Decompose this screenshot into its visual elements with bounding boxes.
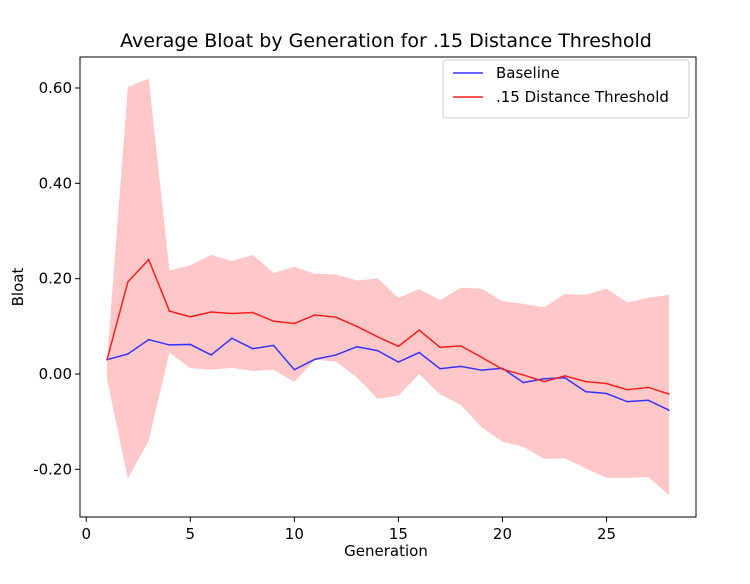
y-tick-label-4: 0.60 xyxy=(39,79,72,97)
data-point-series-1-15 xyxy=(397,345,400,348)
data-point-series-1-24 xyxy=(584,380,587,383)
y-tick-label-1: 0.00 xyxy=(39,365,72,383)
confidence-band-series-1 xyxy=(107,78,669,496)
data-point-series-1-22 xyxy=(543,380,545,383)
series-line-0 xyxy=(106,337,670,411)
data-point-series-0-11 xyxy=(314,358,316,361)
data-point-series-1-2 xyxy=(127,281,129,283)
data-point-series-0-10 xyxy=(293,368,296,371)
x-tick-label-5: 5 xyxy=(186,525,196,543)
data-point-series-0-25 xyxy=(605,392,608,395)
y-tick-label-0: -0.20 xyxy=(33,460,72,478)
data-point-series-0-22 xyxy=(543,377,545,380)
x-tick-label-10: 10 xyxy=(285,525,304,543)
data-point-series-1-14 xyxy=(376,336,379,338)
data-point-series-1-25 xyxy=(605,382,608,385)
data-point-series-1-1 xyxy=(106,358,108,361)
data-point-series-1-23 xyxy=(564,375,566,377)
data-point-series-1-4 xyxy=(168,310,171,312)
data-point-series-0-16 xyxy=(418,351,421,354)
chart-title: Average Bloat by Generation for .15 Dist… xyxy=(120,30,652,52)
legend-label-baseline: Baseline xyxy=(496,64,560,82)
data-point-series-0-14 xyxy=(376,349,379,352)
data-point-series-0-17 xyxy=(439,367,441,370)
data-point-series-1-12 xyxy=(335,316,337,319)
data-point-series-1-17 xyxy=(439,346,441,349)
data-point-series-1-18 xyxy=(460,345,462,347)
data-point-series-0-6 xyxy=(210,354,212,356)
data-point-series-1-9 xyxy=(272,320,275,322)
legend-box xyxy=(442,59,690,119)
plot-frame xyxy=(79,56,697,518)
data-point-series-0-12 xyxy=(335,354,337,356)
data-point-series-1-10 xyxy=(293,322,296,325)
data-point-series-0-9 xyxy=(272,344,275,347)
data-point-series-1-26 xyxy=(626,388,629,391)
legend-label-distance-threshold: .15 Distance Threshold xyxy=(496,88,669,106)
data-point-series-0-23 xyxy=(564,377,566,379)
legend: Baseline .15 Distance Threshold xyxy=(442,59,690,119)
data-point-series-1-13 xyxy=(355,325,358,328)
y-axis-label: Bloat xyxy=(9,268,27,307)
data-point-series-0-5 xyxy=(189,343,192,346)
data-point-series-0-3 xyxy=(147,338,150,341)
data-point-series-0-2 xyxy=(127,353,129,355)
data-point-series-0-24 xyxy=(584,390,587,393)
data-point-series-1-7 xyxy=(231,312,233,315)
data-point-series-1-21 xyxy=(522,374,525,376)
data-point-series-0-4 xyxy=(168,344,171,346)
data-point-series-0-27 xyxy=(647,399,649,402)
data-point-series-1-11 xyxy=(314,314,316,316)
data-point-series-0-18 xyxy=(460,365,462,368)
data-point-series-1-28 xyxy=(668,393,670,395)
data-point-series-0-19 xyxy=(480,369,483,371)
data-point-series-0-8 xyxy=(251,347,254,350)
data-point-series-1-27 xyxy=(647,386,649,389)
data-point-series-1-3 xyxy=(147,258,150,261)
plot-area xyxy=(106,78,670,496)
data-point-series-1-5 xyxy=(189,315,192,318)
data-point-series-0-21 xyxy=(522,381,525,384)
x-axis-label: Generation xyxy=(344,542,428,560)
y-tick-label-3: 0.40 xyxy=(39,174,72,192)
data-point-series-0-13 xyxy=(355,346,358,348)
series-line-1 xyxy=(106,258,670,395)
x-tick-label-20: 20 xyxy=(493,525,512,543)
data-point-series-1-8 xyxy=(251,311,254,314)
x-tick-label-0: 0 xyxy=(81,525,91,543)
data-point-series-1-16 xyxy=(418,329,421,331)
data-point-series-1-20 xyxy=(501,368,504,371)
y-axis: -0.20 0.00 0.20 0.40 0.60 xyxy=(33,79,80,478)
data-point-series-0-15 xyxy=(397,361,400,363)
y-tick-label-2: 0.20 xyxy=(39,270,72,288)
data-point-series-1-6 xyxy=(210,311,212,313)
data-point-series-0-28 xyxy=(668,409,670,412)
data-point-series-0-26 xyxy=(626,400,629,403)
x-axis: 0 5 10 15 20 25 xyxy=(81,517,616,543)
x-tick-label-15: 15 xyxy=(389,525,408,543)
data-point-series-0-7 xyxy=(231,337,233,340)
data-point-series-1-19 xyxy=(480,356,483,359)
x-tick-label-25: 25 xyxy=(597,525,616,543)
